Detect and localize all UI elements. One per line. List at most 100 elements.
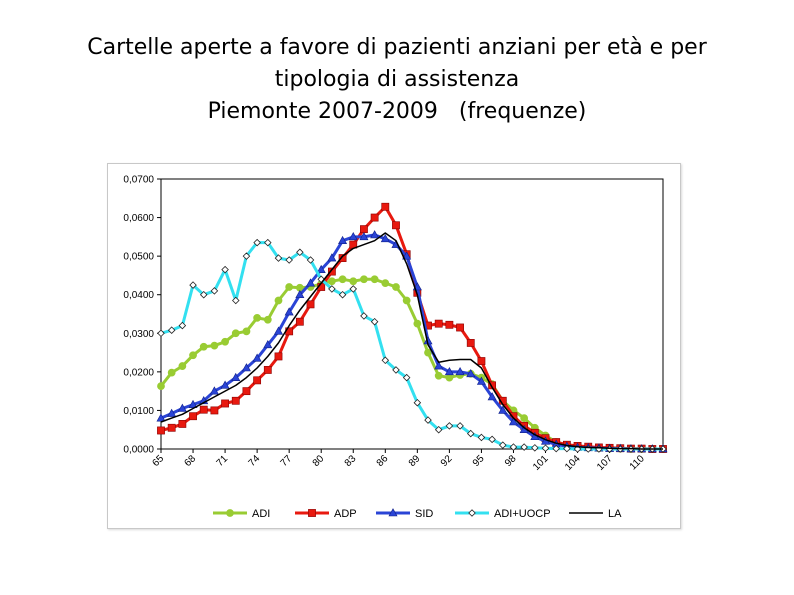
point-adi	[189, 351, 197, 360]
point-sid	[476, 376, 486, 385]
point-sid	[209, 386, 219, 395]
point-sid	[434, 361, 444, 370]
point-adp	[306, 300, 315, 309]
y-tick-label: 0,0000	[123, 445, 154, 456]
x-tick-label: 89	[407, 453, 423, 469]
point-sid	[402, 251, 412, 260]
legend-marker-sid	[388, 508, 398, 517]
point-adp	[360, 225, 368, 234]
point-adi-uocp	[167, 326, 176, 334]
point-sid	[231, 372, 241, 381]
point-sid	[466, 368, 476, 378]
point-adi-uocp	[424, 416, 432, 424]
point-adi	[221, 337, 229, 346]
y-tick-label: 0,0200	[123, 367, 154, 378]
x-tick-label: 80	[311, 453, 327, 469]
point-adi	[413, 319, 422, 328]
point-adi	[274, 296, 283, 305]
point-adi-uocp	[232, 296, 240, 305]
x-tick-label: 98	[503, 453, 519, 469]
point-sid	[327, 253, 337, 262]
x-tick-label: 74	[247, 453, 263, 469]
legend-label-adp: ADP	[334, 508, 357, 520]
point-sid	[156, 413, 166, 422]
point-adi	[392, 283, 400, 291]
legend-label-sid: SID	[415, 508, 433, 520]
point-sid	[306, 278, 316, 287]
point-adp	[274, 352, 283, 361]
point-adi-uocp	[381, 356, 390, 365]
point-adp	[456, 323, 464, 332]
point-adi	[242, 327, 251, 336]
point-adi-uocp	[402, 373, 411, 382]
point-adp	[157, 426, 165, 435]
series-line-la	[160, 232, 663, 450]
point-adi-uocp	[285, 256, 293, 264]
point-sid	[498, 405, 508, 414]
point-adi	[434, 371, 443, 380]
point-sid	[273, 326, 283, 335]
point-adi-uocp	[178, 321, 187, 330]
point-adi	[349, 277, 358, 286]
x-tick-label: 95	[471, 453, 487, 469]
point-adi-uocp	[328, 285, 336, 293]
point-adi-uocp	[199, 290, 208, 299]
point-adp	[392, 221, 400, 230]
point-adp	[434, 319, 443, 328]
point-adp	[210, 406, 219, 415]
point-sid	[252, 353, 262, 362]
point-adi-uocp	[466, 429, 475, 438]
legend-label-adi-uocp: ADI+UOCP	[494, 508, 551, 520]
point-adi	[199, 342, 208, 351]
x-tick-label: 86	[375, 453, 391, 469]
point-adi-uocp	[242, 252, 251, 260]
point-adi	[402, 296, 411, 305]
point-sid	[444, 367, 454, 376]
point-sid	[263, 340, 273, 349]
point-sid	[487, 392, 497, 401]
point-adi-uocp	[499, 441, 507, 449]
y-tick-label: 0,0400	[123, 290, 154, 301]
point-sid	[177, 403, 187, 412]
legend-marker-adp	[308, 509, 316, 517]
point-adi-uocp	[253, 238, 261, 247]
point-adi	[360, 275, 368, 284]
x-tick-label: 77	[279, 453, 295, 469]
point-adp	[242, 387, 251, 396]
point-adi-uocp	[221, 265, 229, 274]
point-adi	[253, 313, 262, 322]
point-adp	[488, 381, 497, 390]
point-sid	[241, 363, 251, 372]
point-adi-uocp	[296, 248, 304, 257]
x-tick-label: 110	[628, 453, 647, 472]
point-adi	[178, 362, 187, 370]
point-adi-uocp	[445, 422, 454, 430]
x-tick-label: 68	[183, 453, 199, 469]
y-tick-label: 0,0700	[123, 175, 154, 186]
point-adp	[381, 202, 390, 211]
line-chart: 0,0000 0,0100 0,0200 0,0300 0,0400 0,0500 0,06…	[123, 175, 668, 520]
point-adp	[199, 405, 208, 414]
point-adp	[231, 396, 240, 405]
x-tick-label: 83	[343, 453, 359, 469]
point-adi-uocp	[264, 238, 272, 247]
point-adp	[221, 399, 229, 408]
point-adi	[370, 275, 379, 284]
point-adi-uocp	[509, 443, 518, 451]
point-adi-uocp	[189, 281, 197, 289]
point-adp	[445, 320, 454, 329]
point-adi	[231, 329, 240, 338]
x-tick-label: 92	[439, 453, 455, 469]
point-sid	[220, 380, 230, 389]
chart-frame: 0,0000 0,0100 0,0200 0,0300 0,0400 0,0500 0,06…	[107, 163, 681, 529]
x-tick-label: 101	[531, 453, 551, 473]
point-sid	[167, 408, 177, 417]
point-sid	[338, 235, 348, 245]
point-adi-uocp	[541, 444, 550, 452]
point-sid	[284, 307, 294, 316]
legend-marker-adi-uocp	[468, 509, 476, 517]
point-adi	[381, 279, 390, 288]
point-adi	[210, 341, 219, 350]
point-adi-uocp	[306, 256, 315, 264]
point-adi	[285, 283, 294, 291]
